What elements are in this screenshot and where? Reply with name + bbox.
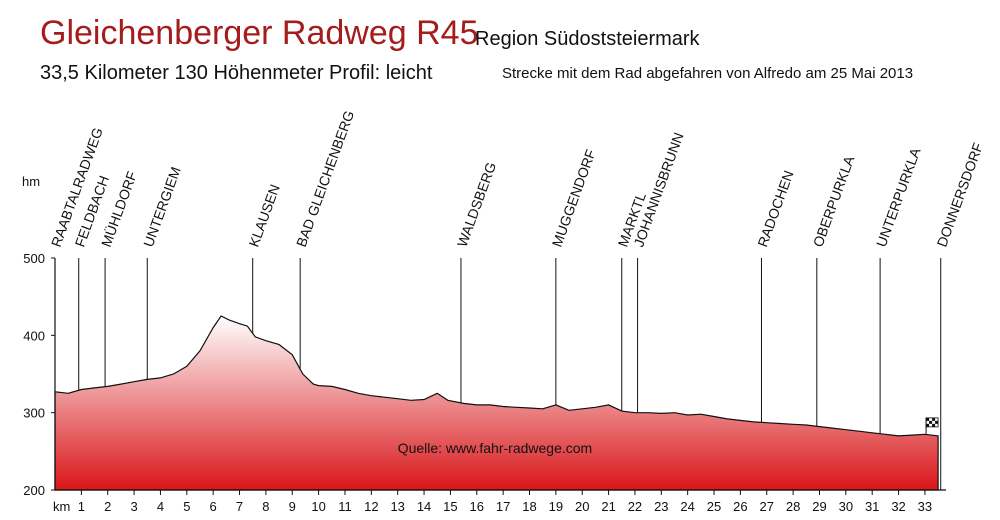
x-tick-label: 18 <box>522 499 536 514</box>
place-label: UNTERPURKLA <box>873 145 924 249</box>
y-ticks: 200 300 400 500 <box>23 251 55 498</box>
place-label: MUGGENDORF <box>549 147 599 249</box>
place-label: OBERPURKLA <box>810 153 858 249</box>
x-tick-label: 15 <box>443 499 457 514</box>
x-tick-label: 32 <box>891 499 905 514</box>
y-tick-label: 200 <box>23 483 45 498</box>
y-tick-label: 500 <box>23 251 45 266</box>
x-tick-label: 8 <box>262 499 269 514</box>
y-axis-label: hm <box>22 174 40 189</box>
x-tick-label: 16 <box>470 499 484 514</box>
x-tick-label: 11 <box>338 499 352 514</box>
x-tick-label: 9 <box>289 499 296 514</box>
x-tick-label: 6 <box>210 499 217 514</box>
region-label: Region Südoststeiermark <box>475 28 700 50</box>
x-tick-label: 17 <box>496 499 510 514</box>
place-label: RADOCHEN <box>754 168 796 249</box>
x-tick-label: 22 <box>628 499 642 514</box>
ride-note: Strecke mit dem Rad abgefahren von Alfre… <box>502 65 914 82</box>
x-tick-label: 28 <box>786 499 800 514</box>
x-tick-label: 23 <box>654 499 668 514</box>
x-tick-label: 7 <box>236 499 243 514</box>
x-ticks: 1 2 3 4 5 6 7 8 9 10 11 12 13 14 15 16 17 18 19 20 21 22 23 24 2… <box>78 490 932 514</box>
x-tick-label: 25 <box>707 499 721 514</box>
x-tick-label: 26 <box>733 499 747 514</box>
finish-flag-icon <box>925 417 939 434</box>
x-tick-label: 10 <box>311 499 325 514</box>
place-label: JOHANNISBRUNN <box>630 130 686 249</box>
place-label: DONNERSDORF <box>934 140 987 249</box>
place-label: BAD GLEICHENBERG <box>293 108 357 249</box>
x-tick-label: 4 <box>157 499 164 514</box>
x-tick-label: 30 <box>839 499 853 514</box>
x-tick-label: 24 <box>680 499 694 514</box>
x-tick-label: 14 <box>417 499 431 514</box>
elevation-area <box>54 315 939 491</box>
place-label: KLAUSEN <box>245 182 282 249</box>
x-tick-label: 21 <box>601 499 615 514</box>
x-tick-label: 31 <box>865 499 879 514</box>
x-tick-label: 19 <box>549 499 563 514</box>
source-label: Quelle: www.fahr-radwege.com <box>398 440 593 456</box>
x-tick-label: 1 <box>78 499 85 514</box>
x-tick-label: 13 <box>390 499 404 514</box>
x-tick-label: 27 <box>760 499 774 514</box>
x-tick-label: 33 <box>918 499 932 514</box>
place-label: WALDSBERG <box>454 160 499 249</box>
x-tick-label: 12 <box>364 499 378 514</box>
page-title: Gleichenberger Radweg R45 <box>40 14 479 52</box>
place-label: UNTERGIEM <box>140 165 184 249</box>
route-info: 33,5 Kilometer 130 Höhenmeter Profil: le… <box>40 62 433 84</box>
x-tick-label: 5 <box>183 499 190 514</box>
x-tick-label: 3 <box>130 499 137 514</box>
x-tick-label: 2 <box>104 499 111 514</box>
x-tick-label: 29 <box>812 499 826 514</box>
x-axis-label: km <box>53 499 70 514</box>
y-tick-label: 400 <box>23 328 45 343</box>
x-tick-label: 20 <box>575 499 589 514</box>
y-tick-label: 300 <box>23 406 45 421</box>
